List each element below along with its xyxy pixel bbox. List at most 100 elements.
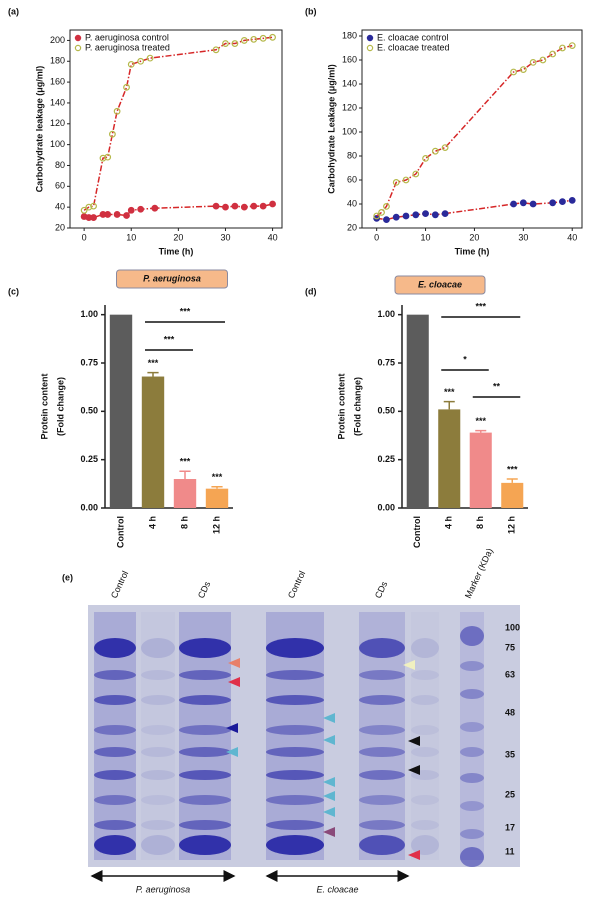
bar bbox=[406, 314, 429, 508]
gel-arrow bbox=[403, 660, 415, 670]
gel-band bbox=[94, 695, 136, 705]
gel-band bbox=[94, 670, 136, 680]
title-box bbox=[394, 275, 486, 295]
error-bar bbox=[506, 478, 518, 483]
y-axis-label: Protein content bbox=[336, 373, 346, 439]
data-point bbox=[441, 210, 449, 218]
x-tick-label: 20 bbox=[173, 232, 183, 242]
x-tick-label: 10 bbox=[126, 232, 136, 242]
y-tick-label: 20 bbox=[347, 222, 357, 232]
x-tick-label: 12 h bbox=[507, 516, 517, 534]
data-point bbox=[113, 211, 121, 218]
y-axis-label: Protein content bbox=[39, 373, 49, 439]
y-axis-label: (Fold change) bbox=[352, 377, 362, 436]
y-tick-label: 40 bbox=[347, 198, 357, 208]
data-point bbox=[510, 200, 517, 208]
bar bbox=[501, 482, 524, 508]
x-tick-label: 20 bbox=[469, 232, 479, 242]
error-bar bbox=[179, 470, 191, 479]
y-tick-label: 40 bbox=[55, 202, 65, 212]
gel-band bbox=[266, 820, 324, 830]
gel-band bbox=[359, 725, 405, 735]
data-point bbox=[99, 154, 107, 162]
gel-band bbox=[179, 747, 231, 757]
y-axis-label: (Fold change) bbox=[55, 377, 65, 436]
data-point bbox=[519, 66, 527, 73]
data-point bbox=[392, 213, 400, 221]
data-point bbox=[568, 42, 576, 49]
gel-band bbox=[359, 820, 405, 830]
bar bbox=[469, 432, 492, 508]
significance-label: ** bbox=[493, 381, 501, 391]
marker-size-label: 17 bbox=[505, 822, 515, 832]
data-point bbox=[529, 59, 537, 66]
gel-band bbox=[359, 747, 405, 757]
gel-band bbox=[460, 829, 484, 839]
group-label: P. aeruginosa bbox=[136, 884, 190, 894]
gel-band bbox=[179, 670, 231, 680]
data-point bbox=[146, 54, 154, 62]
data-point bbox=[519, 199, 527, 207]
gel-band bbox=[94, 770, 136, 780]
gel-arrow bbox=[226, 747, 238, 757]
significance-label: *** bbox=[507, 464, 518, 474]
data-point bbox=[529, 200, 537, 208]
gel-lane bbox=[411, 612, 439, 860]
y-tick-label: 1.00 bbox=[80, 309, 98, 319]
gel-band bbox=[179, 725, 231, 735]
panel-label: (c) bbox=[8, 286, 19, 296]
data-point bbox=[383, 216, 390, 224]
significance-label: *** bbox=[164, 334, 175, 344]
marker-size-label: 35 bbox=[505, 749, 515, 759]
gel bbox=[94, 612, 484, 867]
legend-label: E. cloacae treated bbox=[377, 42, 450, 52]
gel-arrow bbox=[323, 777, 335, 787]
data-point bbox=[222, 203, 229, 211]
gel-band bbox=[141, 670, 175, 680]
bar bbox=[205, 488, 229, 508]
data-point bbox=[222, 40, 229, 47]
gel-band bbox=[141, 770, 175, 780]
data-point bbox=[559, 44, 566, 52]
y-tick-label: 0.00 bbox=[377, 502, 395, 512]
legend-label: P. aeruginosa control bbox=[85, 32, 169, 42]
error-bar bbox=[475, 429, 487, 433]
data-point bbox=[549, 50, 557, 58]
data-point bbox=[412, 211, 420, 219]
legend-marker bbox=[366, 44, 374, 52]
gel-band bbox=[266, 695, 324, 705]
legend-marker bbox=[74, 34, 82, 42]
fit-line bbox=[83, 36, 273, 211]
error-bar bbox=[147, 371, 159, 377]
gel-band bbox=[411, 835, 439, 855]
marker-size-label: 25 bbox=[505, 789, 515, 799]
y-tick-label: 0.75 bbox=[377, 357, 395, 367]
data-point bbox=[431, 147, 439, 155]
x-tick-label: 40 bbox=[567, 232, 577, 242]
lane-label: CDs bbox=[196, 579, 213, 600]
gel-band bbox=[179, 820, 231, 830]
data-point bbox=[137, 57, 145, 65]
panel-label: (a) bbox=[8, 6, 19, 16]
gel-band bbox=[141, 638, 175, 658]
gel-band bbox=[94, 835, 136, 855]
y-tick-label: 0.50 bbox=[377, 406, 395, 416]
data-point bbox=[539, 56, 547, 64]
gel-band bbox=[94, 725, 136, 735]
data-point bbox=[269, 33, 276, 41]
data-point bbox=[402, 212, 410, 220]
data-point bbox=[231, 202, 239, 210]
bar bbox=[438, 409, 461, 508]
lane-label: Marker (KDa) bbox=[463, 547, 495, 600]
gel-band bbox=[460, 747, 484, 757]
gel-arrow bbox=[408, 736, 420, 746]
data-point bbox=[90, 202, 97, 210]
y-tick-label: 120 bbox=[342, 102, 357, 112]
gel-band bbox=[411, 638, 439, 658]
x-tick-label: 40 bbox=[268, 232, 278, 242]
data-point bbox=[412, 170, 420, 178]
y-tick-label: 0.25 bbox=[377, 454, 395, 464]
gel-band bbox=[359, 695, 405, 705]
